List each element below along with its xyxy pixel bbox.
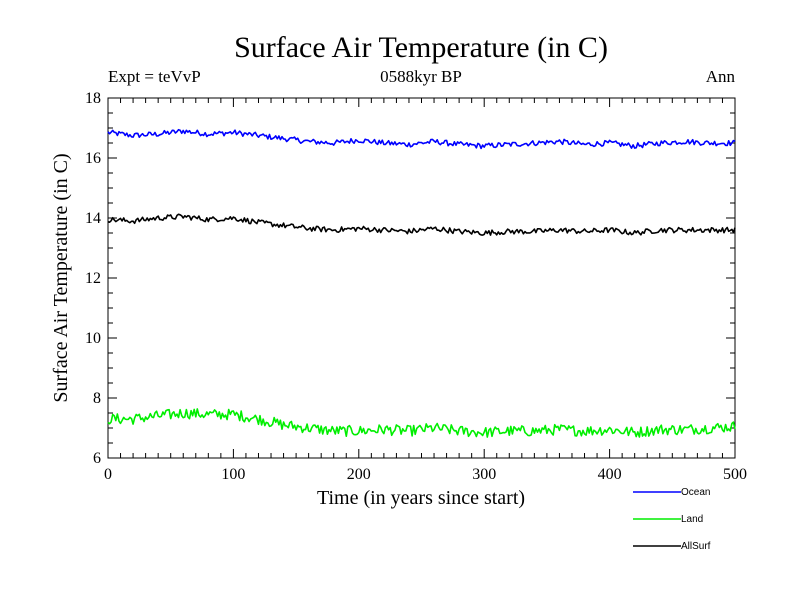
x-tick-label: 200 xyxy=(347,466,371,483)
x-tick-label: 500 xyxy=(723,466,747,483)
chart-subtitle: 0588kyr BP xyxy=(380,67,462,86)
series-line-land xyxy=(107,408,736,438)
x-axis-label: Time (in years since start) xyxy=(317,487,525,509)
y-tick-label: 8 xyxy=(93,390,101,407)
series-line-allsurf xyxy=(107,213,736,236)
x-tick-label: 100 xyxy=(221,466,245,483)
y-tick-label: 18 xyxy=(85,90,101,107)
axis-ticks: 0 100 200 300 400 500 6 8 10 12 14 16 18 xyxy=(85,90,747,483)
legend-label-ocean: Ocean xyxy=(681,487,710,498)
chart-title: Surface Air Temperature (in C) xyxy=(234,31,608,64)
y-axis-label: Surface Air Temperature (in C) xyxy=(50,153,72,402)
y-tick-label: 16 xyxy=(85,150,101,167)
series-line-ocean xyxy=(107,128,736,150)
y-tick-label: 14 xyxy=(85,210,101,227)
y-tick-label: 6 xyxy=(93,450,101,467)
legend-label-allsurf: AllSurf xyxy=(681,541,711,552)
y-tick-label: 12 xyxy=(85,270,101,287)
season-label: Ann xyxy=(706,67,736,86)
plot-frame xyxy=(107,97,736,459)
x-tick-label: 300 xyxy=(472,466,496,483)
y-tick-label: 10 xyxy=(85,330,101,347)
experiment-label: Expt = teVvP xyxy=(108,67,201,86)
x-tick-label: 400 xyxy=(598,466,622,483)
legend-label-land: Land xyxy=(681,514,703,525)
series-lines xyxy=(107,128,736,438)
x-tick-label: 0 xyxy=(104,466,112,483)
legend: Ocean Land AllSurf xyxy=(633,487,711,552)
